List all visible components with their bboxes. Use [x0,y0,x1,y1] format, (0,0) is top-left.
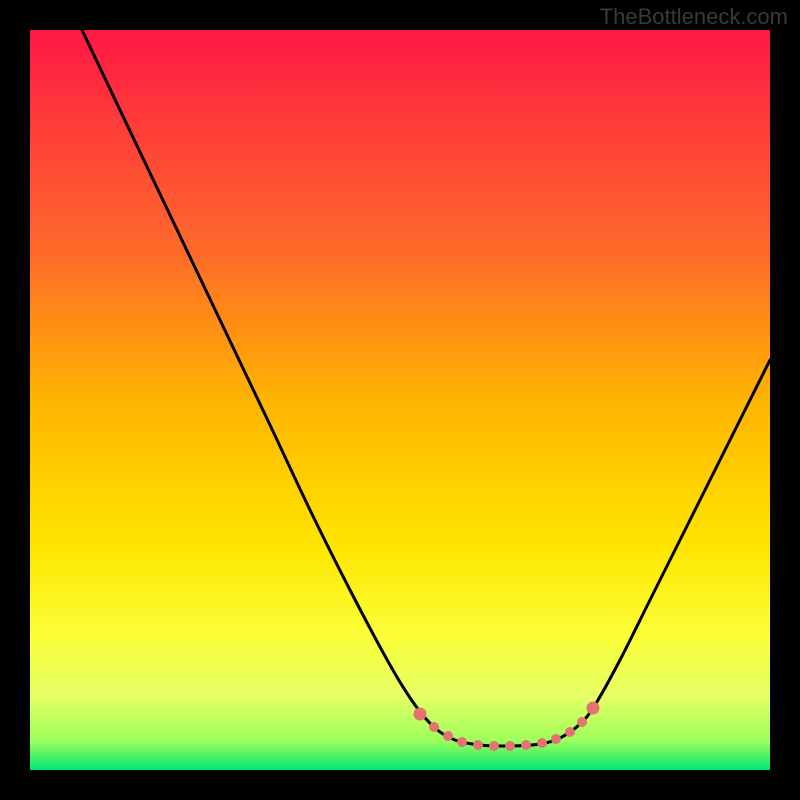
plot-background [30,30,770,770]
curve-marker [489,741,499,751]
curve-marker [457,737,467,747]
curve-marker [577,717,587,727]
curve-marker [551,734,561,744]
curve-marker [505,741,515,751]
curve-marker [429,722,439,732]
curve-marker [521,740,531,750]
bottleneck-chart-svg [0,0,800,800]
curve-marker [587,702,600,715]
curve-marker [443,731,453,741]
chart-container: TheBottleneck.com [0,0,800,800]
curve-marker [565,727,575,737]
curve-marker [414,708,427,721]
curve-marker [537,738,547,748]
curve-marker [473,740,483,750]
watermark-text: TheBottleneck.com [600,4,788,30]
